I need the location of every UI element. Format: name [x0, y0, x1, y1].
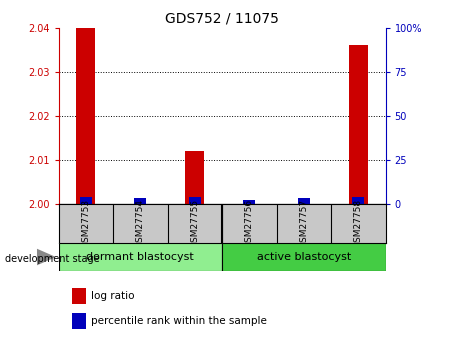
Bar: [72, 313, 87, 329]
Bar: [185, 151, 204, 204]
Text: active blastocyst: active blastocyst: [257, 252, 351, 262]
Bar: [59, 243, 222, 271]
Text: GSM27758: GSM27758: [354, 199, 363, 248]
Bar: [349, 45, 368, 204]
Bar: [352, 197, 364, 204]
Text: GSM27755: GSM27755: [190, 199, 199, 248]
Text: log ratio: log ratio: [92, 291, 135, 301]
Bar: [189, 197, 201, 204]
Text: percentile rank within the sample: percentile rank within the sample: [92, 316, 267, 326]
Bar: [72, 288, 87, 304]
Bar: [80, 197, 92, 204]
Text: GSM27753: GSM27753: [81, 199, 90, 248]
Text: GSM27754: GSM27754: [136, 199, 145, 248]
Text: dormant blastocyst: dormant blastocyst: [87, 252, 194, 262]
Bar: [76, 28, 96, 204]
Title: GDS752 / 11075: GDS752 / 11075: [165, 11, 279, 25]
Bar: [222, 243, 386, 271]
Text: development stage: development stage: [5, 255, 99, 264]
Bar: [244, 200, 255, 204]
Text: GSM27757: GSM27757: [299, 199, 308, 248]
Polygon shape: [37, 249, 56, 265]
Bar: [298, 198, 310, 204]
Bar: [134, 198, 147, 204]
Text: GSM27756: GSM27756: [245, 199, 254, 248]
